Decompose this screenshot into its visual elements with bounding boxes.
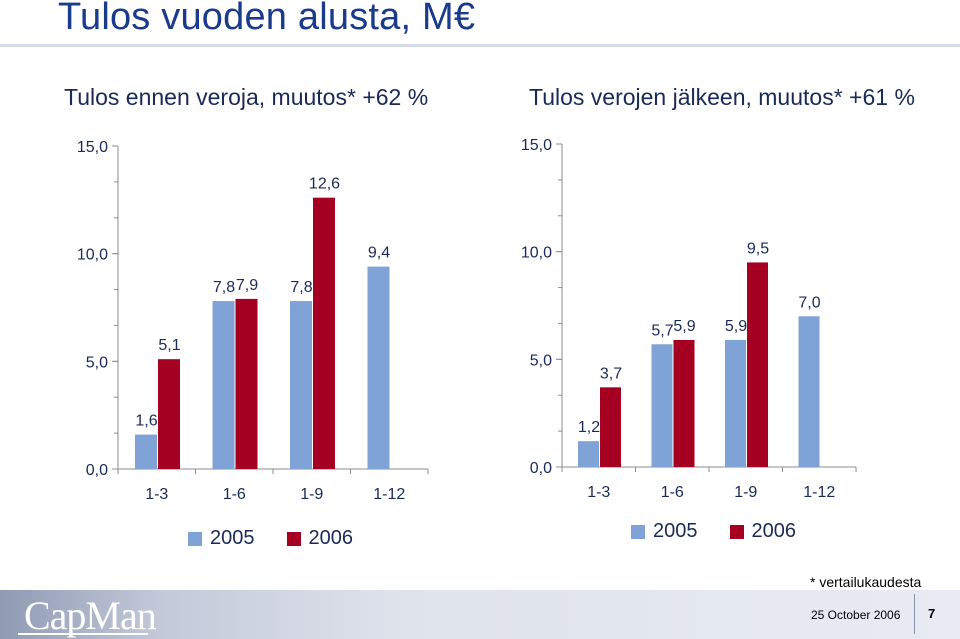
x-tick-label: 1-12 [803, 484, 835, 501]
legend-item-2006: 2006 [729, 520, 797, 543]
bar-2006-1-9 [747, 262, 768, 467]
data-label: 5,7 [651, 322, 673, 339]
legend-label-2006: 2006 [751, 520, 797, 542]
bar-2005-1-9 [290, 301, 312, 469]
y-tick-label: 5,0 [86, 354, 108, 371]
footer-separator [914, 594, 915, 634]
legend-label-2005: 2005 [210, 527, 255, 549]
bar-2005-1-6 [212, 301, 235, 469]
data-label: 9,5 [747, 240, 769, 257]
data-label: 7,8 [213, 279, 235, 296]
data-label: 12,6 [309, 176, 340, 193]
capman-logo: CapMan [24, 593, 157, 638]
legend-label-2006: 2006 [308, 527, 354, 549]
chart-left-pretax: 0,0 5,0 10,0 15,0 1-3 1-6 1-9 1-12 1,6 7,8 7,8 9,4 5… [77, 139, 429, 503]
data-label: 7,0 [798, 294, 820, 311]
legend-item-2005: 2005 [188, 527, 255, 550]
footnote: * vertailukaudesta [810, 574, 922, 590]
bar-2005-1-3 [578, 441, 599, 467]
page-title: Tulos vuoden alusta, M€ [58, 0, 476, 38]
legend-swatch-2006 [729, 524, 744, 539]
y-tick-label: 10,0 [77, 247, 108, 264]
y-tick-label: 10,0 [521, 245, 552, 262]
legend-swatch-2006 [286, 531, 301, 546]
x-tick-label: 1-6 [661, 484, 684, 501]
bar-2006-1-3 [158, 359, 180, 469]
bar-2005-1-12 [367, 266, 390, 469]
data-label: 9,4 [368, 245, 390, 262]
legend-swatch-2005 [631, 524, 645, 539]
chart-left-title: Tulos ennen veroja, muutos* +62 % [64, 84, 429, 110]
chart-right-title: Tulos verojen jälkeen, muutos* +61 % [529, 84, 915, 110]
x-tick-label: 1-3 [145, 486, 168, 503]
data-label: 1,2 [578, 419, 600, 436]
legend-item-2006: 2006 [286, 527, 354, 550]
bar-2006-1-3 [600, 387, 621, 467]
chart-right-aftertax: 0,05,010,015,01-3 1-6 1-9 1-121,25,7 5,97,03… [521, 137, 857, 501]
y-tick-label: 5,0 [530, 352, 552, 369]
title-divider [0, 44, 960, 47]
y-tick-label: 15,0 [77, 139, 108, 156]
bar-2006-1-9 [313, 197, 335, 469]
bar-2005-1-6 [651, 344, 673, 467]
data-label: 3,7 [600, 365, 622, 382]
y-tick-label: 0,0 [530, 460, 552, 477]
bar-2006-1-6 [673, 339, 695, 467]
footer-date: 25 October 2006 [811, 608, 901, 622]
legend-item-2005: 2005 [631, 520, 698, 543]
footer-bar [0, 590, 960, 639]
data-label: 5,1 [158, 337, 180, 354]
y-tick-label: 0,0 [86, 462, 108, 479]
bar-2005-1-3 [135, 434, 157, 469]
data-label: 1,6 [135, 413, 157, 430]
x-tick-label: 1-9 [734, 484, 757, 501]
y-tick-label: 15,0 [521, 137, 552, 154]
data-label: 5,9 [725, 318, 747, 335]
data-label: 7,8 [290, 279, 312, 296]
legend-right: 2005 2006 [631, 520, 828, 543]
data-label: 5,9 [673, 318, 695, 335]
legend-swatch-2005 [188, 531, 202, 546]
bar-2005-1-12 [798, 316, 820, 467]
x-tick-label: 1-9 [300, 486, 323, 503]
x-tick-label: 1-3 [587, 484, 610, 501]
x-tick-label: 1-6 [223, 486, 246, 503]
data-label: 7,9 [236, 277, 258, 294]
x-tick-label: 1-12 [373, 486, 405, 503]
legend-left: 2005 2006 [188, 527, 385, 550]
legend-label-2005: 2005 [653, 520, 698, 542]
page-number: 7 [928, 606, 936, 621]
bar-2006-1-6 [235, 298, 258, 469]
bar-2005-1-9 [725, 339, 746, 467]
logo-underline [18, 633, 148, 635]
